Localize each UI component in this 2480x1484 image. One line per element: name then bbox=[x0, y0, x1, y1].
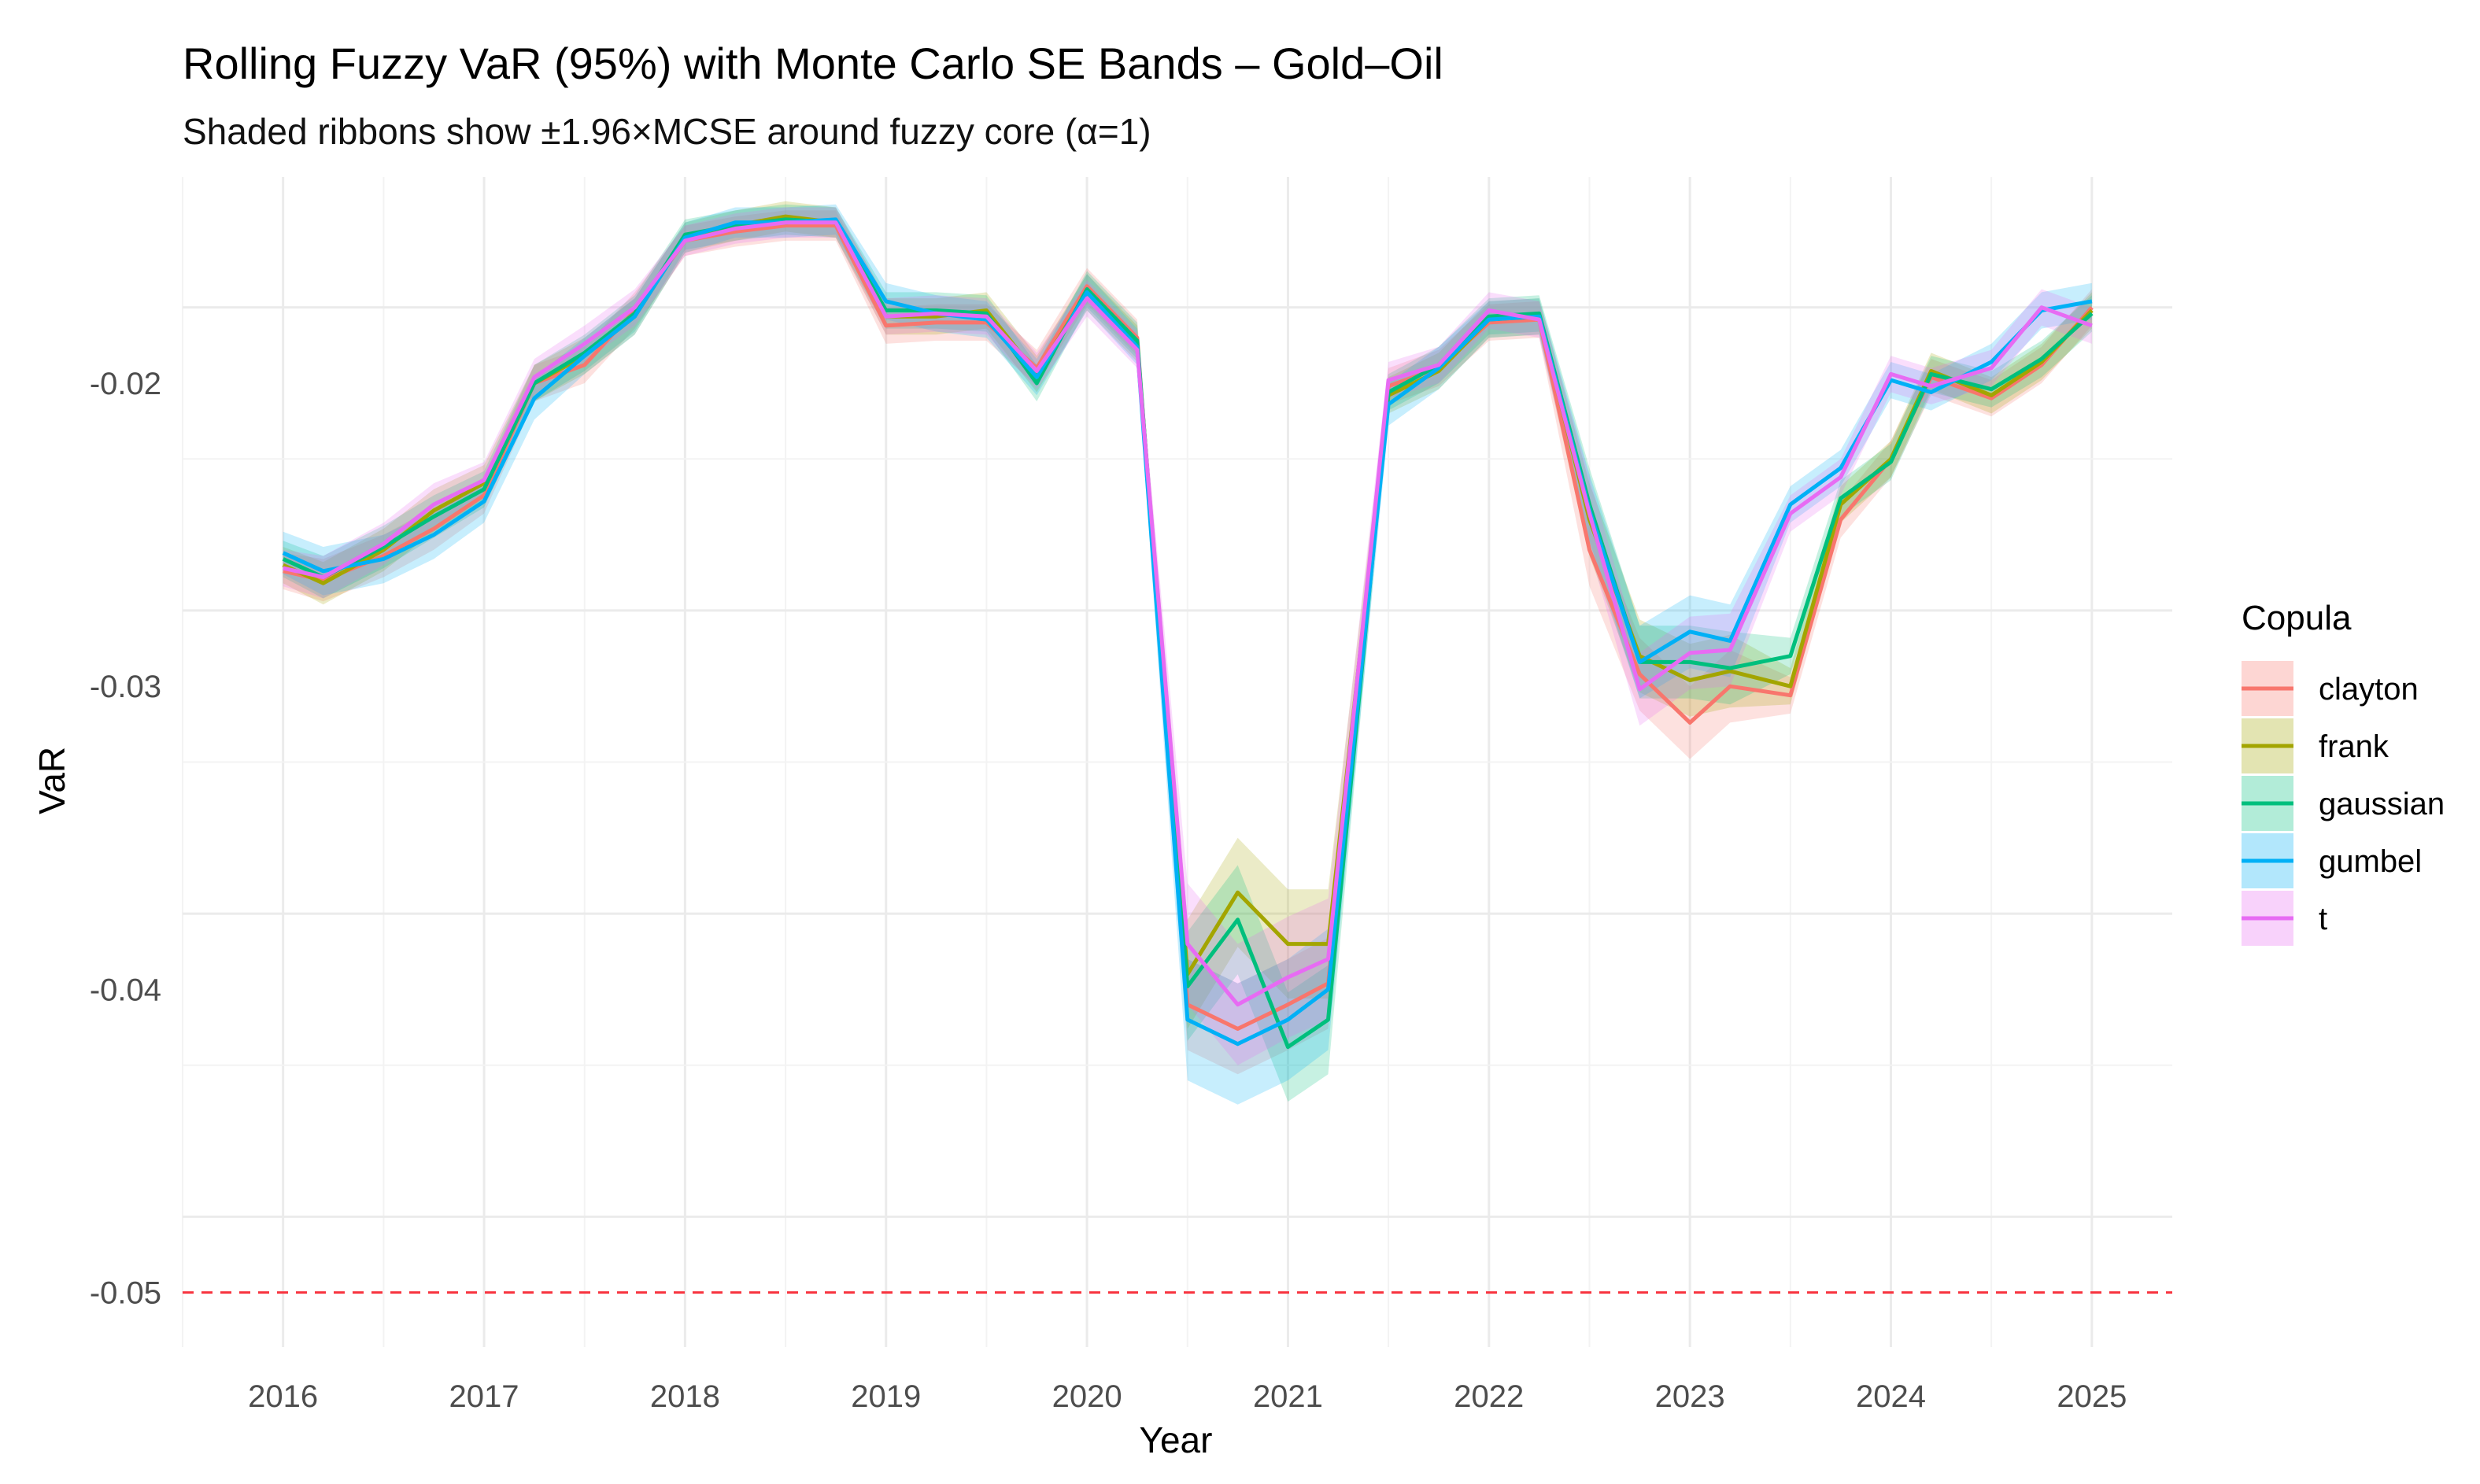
y-axis-title: VaR bbox=[31, 747, 72, 814]
x-tick-label: 2019 bbox=[851, 1379, 921, 1414]
legend-label-frank: frank bbox=[2319, 729, 2389, 764]
x-tick-label: 2018 bbox=[650, 1379, 720, 1414]
legend-label-gumbel: gumbel bbox=[2319, 844, 2422, 879]
legend-title: Copula bbox=[2242, 599, 2352, 637]
x-tick-label: 2025 bbox=[2057, 1379, 2127, 1414]
series-line-gumbel bbox=[282, 217, 2093, 1047]
x-tick-label: 2021 bbox=[1253, 1379, 1323, 1414]
ribbon-gumbel bbox=[283, 204, 2092, 1105]
legend-label-t: t bbox=[2319, 902, 2327, 936]
x-tick-label: 2024 bbox=[1856, 1379, 1926, 1414]
ribbon-gaussian bbox=[283, 204, 2092, 1102]
chart-title: Rolling Fuzzy VaR (95%) with Monte Carlo… bbox=[183, 39, 1443, 88]
y-tick-label: -0.04 bbox=[90, 973, 161, 1007]
legend-label-clayton: clayton bbox=[2319, 672, 2419, 707]
y-tick-label: -0.03 bbox=[90, 670, 161, 704]
y-tick-label: -0.02 bbox=[90, 367, 161, 401]
y-axis-ticks: -0.05 -0.04 -0.03 -0.02 bbox=[90, 367, 161, 1311]
x-tick-label: 2022 bbox=[1454, 1379, 1524, 1414]
legend-label-gaussian: gaussian bbox=[2319, 787, 2445, 821]
series-lines bbox=[282, 214, 2094, 1050]
series-line-gaussian bbox=[282, 217, 2094, 1050]
y-tick-label: -0.05 bbox=[90, 1276, 161, 1311]
x-tick-label: 2020 bbox=[1052, 1379, 1122, 1414]
x-axis-ticks: 2016 2017 2018 2019 2020 2021 2022 2023 2024 2025 bbox=[248, 1379, 2127, 1414]
grid bbox=[182, 177, 2172, 1347]
chart-subtitle: Shaded ribbons show ±1.96×MCSE around fu… bbox=[183, 111, 1151, 152]
x-axis-title: Year bbox=[1140, 1419, 1213, 1460]
x-tick-label: 2016 bbox=[248, 1379, 318, 1414]
series-line-t bbox=[283, 220, 2093, 1007]
x-tick-label: 2023 bbox=[1655, 1379, 1725, 1414]
legend: Copula clayton frank gaussian gumbel t bbox=[2242, 599, 2445, 946]
x-tick-label: 2017 bbox=[449, 1379, 519, 1414]
